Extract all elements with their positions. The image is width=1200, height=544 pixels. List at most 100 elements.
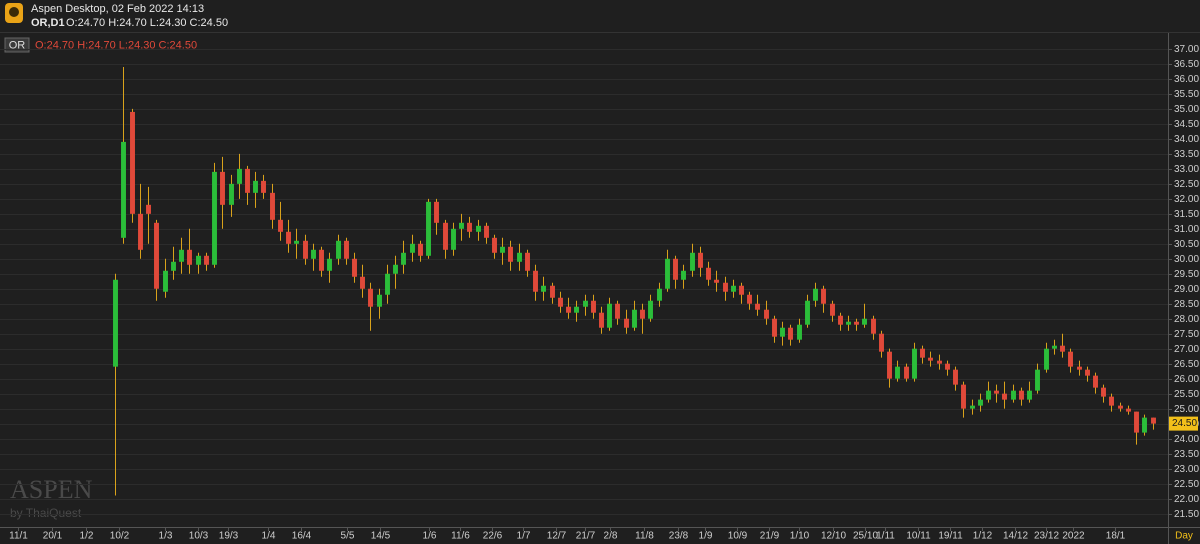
candles (113, 66, 1156, 496)
y-tick-label: 22.00 (1174, 494, 1199, 505)
x-tick-label: 10/9 (728, 531, 748, 542)
candle-body (377, 294, 382, 307)
candle-body (648, 300, 653, 319)
candle-body (904, 366, 909, 379)
candle-body (846, 321, 851, 325)
grid (0, 49, 1168, 515)
x-tick-label: 1/6 (423, 531, 437, 542)
candle-body (204, 255, 209, 265)
candle-body (583, 300, 588, 307)
y-tick-label: 21.50 (1174, 509, 1199, 520)
x-tick-label: 1/2 (80, 531, 94, 542)
candle-body (1044, 348, 1049, 370)
y-tick-label: 33.50 (1174, 149, 1199, 160)
x-tick-label: 14/12 (1003, 531, 1028, 542)
candle-body (937, 360, 942, 364)
candle-body (599, 312, 604, 328)
candle-body (805, 300, 810, 325)
candle-body (303, 240, 308, 259)
candle-body (401, 252, 406, 265)
x-tick-label: 14/5 (371, 531, 391, 542)
y-tick-label: 28.50 (1174, 299, 1199, 310)
y-tick-label: 26.00 (1174, 374, 1199, 385)
candle-body (1011, 390, 1016, 400)
y-tick-label: 26.50 (1174, 359, 1199, 370)
y-tick-label: 31.00 (1174, 224, 1199, 235)
legend-ohlc: O:24.70 H:24.70 L:24.30 C:24.50 (35, 39, 197, 51)
app-icon-mark (9, 7, 19, 17)
candle-body (731, 285, 736, 292)
candle-body (1068, 351, 1073, 367)
candle-body (970, 405, 975, 409)
candle-body (245, 168, 250, 193)
y-tick-label: 29.50 (1174, 269, 1199, 280)
candle-body (270, 192, 275, 220)
x-tick-label: 21/9 (760, 531, 780, 542)
candle-body (146, 204, 151, 214)
candle-body (657, 288, 662, 301)
candle-body (443, 222, 448, 250)
y-tick-label: 25.00 (1174, 404, 1199, 415)
candle-body (311, 249, 316, 259)
candle-body (953, 369, 958, 385)
candle-body (261, 180, 266, 193)
candle-body (1085, 369, 1090, 376)
candle-body (772, 318, 777, 337)
candle-body (212, 171, 217, 265)
candle-body (591, 300, 596, 313)
candle-body (360, 276, 365, 289)
candle-body (1142, 417, 1147, 433)
y-tick-label: 36.00 (1174, 74, 1199, 85)
candle-body (492, 237, 497, 253)
candle-body (113, 279, 118, 367)
y-tick-label: 34.50 (1174, 119, 1199, 130)
candle-body (500, 246, 505, 253)
candle-body (121, 141, 126, 238)
candle-body (541, 285, 546, 292)
x-tick-label: 10/11 (906, 531, 931, 542)
x-tick-label: 2/8 (604, 531, 618, 542)
candle-body (294, 240, 299, 244)
y-tick-label: 23.00 (1174, 464, 1199, 475)
candle-body (723, 282, 728, 292)
candle-body (187, 249, 192, 265)
legend-box (4, 37, 30, 53)
candle-body (920, 348, 925, 358)
candle-body (467, 222, 472, 232)
candle-body (278, 219, 283, 232)
candle-body (739, 285, 744, 295)
y-tick-label: 24.00 (1174, 434, 1199, 445)
candle-body (830, 303, 835, 316)
y-tick-label: 23.50 (1174, 449, 1199, 460)
x-tick-label: 11/8 (635, 531, 654, 542)
candle-body (681, 270, 686, 280)
last-price-box (1169, 416, 1198, 431)
candle-body (574, 306, 579, 313)
app-title: Aspen Desktop, 02 Feb 2022 14:13 (31, 3, 204, 15)
candle-body (698, 252, 703, 268)
y-tick-label: 32.50 (1174, 179, 1199, 190)
candle-body (352, 258, 357, 277)
y-tick-label: 22.50 (1174, 479, 1199, 490)
candle-body (1151, 417, 1156, 424)
candle-body (871, 318, 876, 334)
x-tick-label: 25/10 (853, 531, 878, 542)
x-tick-label: 11/1 (9, 531, 28, 542)
candle-body (640, 309, 645, 319)
last-price-label: 24.50 (1172, 418, 1197, 429)
y-tick-label: 30.00 (1174, 254, 1199, 265)
candle-body (1093, 375, 1098, 388)
candle-body (1052, 345, 1057, 349)
x-tick-label: 23/12 (1034, 531, 1059, 542)
candle-body (476, 225, 481, 232)
candle-body (764, 309, 769, 319)
x-tick-label: 19/3 (219, 531, 239, 542)
candle-body (780, 327, 785, 337)
candle-body (854, 321, 859, 325)
candle-body (418, 243, 423, 256)
candle-body (410, 243, 415, 253)
candle-body (484, 225, 489, 238)
y-tick-label: 36.50 (1174, 59, 1199, 70)
